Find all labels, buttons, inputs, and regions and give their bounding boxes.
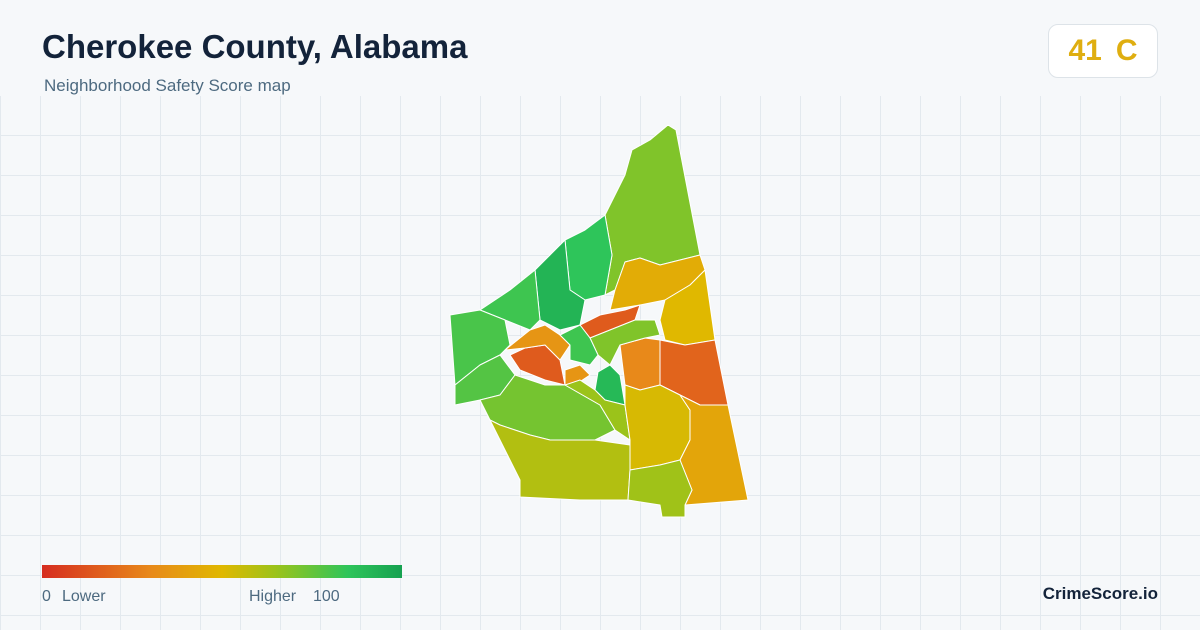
region [564, 364, 591, 386]
region [624, 384, 691, 471]
score-value: 41 [1068, 34, 1102, 67]
score-badge: 41 C [1048, 24, 1158, 78]
region [559, 324, 599, 366]
subtitle: Neighborhood Safety Score map [44, 76, 291, 95]
legend-min: 0 [42, 588, 51, 605]
region [589, 319, 661, 366]
background-grid [0, 96, 1200, 630]
legend-low-label: Lower [62, 588, 106, 605]
region [619, 337, 661, 391]
legend-gradient [42, 565, 402, 578]
legend-high-label: Higher [249, 588, 297, 605]
legend-max: 100 [313, 588, 340, 605]
title: Cherokee County, Alabama [42, 28, 468, 65]
region [534, 239, 586, 331]
brand: CrimeScore.io [1042, 584, 1158, 603]
region [627, 459, 693, 518]
score-grade: C [1115, 34, 1138, 67]
region [564, 214, 613, 301]
